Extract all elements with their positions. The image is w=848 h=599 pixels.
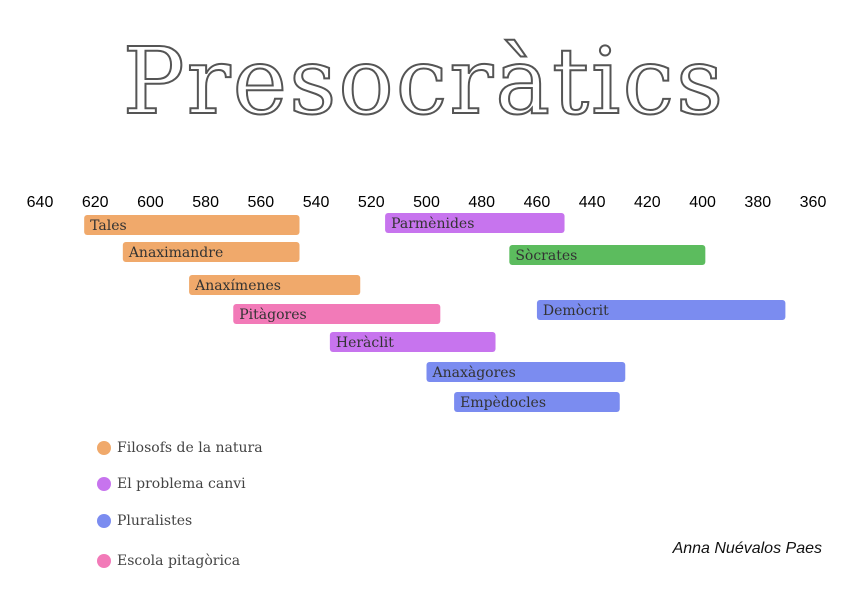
chart-title: Presocràtics	[122, 27, 726, 136]
legend-dot-natura-icon	[97, 441, 111, 455]
x-tick-label: 600	[137, 194, 164, 211]
legend-dot-pitagorica-icon	[97, 554, 111, 568]
x-tick-label: 540	[303, 194, 330, 211]
legend-item-natura: Filosofs de la natura	[97, 440, 263, 456]
bar-label: Sòcrates	[515, 248, 577, 264]
x-tick-label: 520	[358, 194, 385, 211]
legend-label: Pluralistes	[117, 513, 193, 529]
timeline-bar	[233, 304, 441, 324]
bar-label: Anaximandre	[128, 245, 223, 261]
x-tick-label: 620	[82, 194, 109, 211]
legend-item-pitagorica: Escola pitagòrica	[97, 553, 240, 569]
timeline-bar	[426, 362, 626, 382]
legend-item-canvi: El problema canvi	[97, 476, 246, 492]
x-tick-label: 360	[800, 194, 827, 211]
x-tick-label: 440	[579, 194, 606, 211]
bar-label: Anaxímenes	[194, 278, 281, 294]
bar-label: Parmènides	[391, 216, 474, 232]
x-tick-label: 560	[248, 194, 275, 211]
x-tick-label: 380	[744, 194, 771, 211]
timeline-bar	[329, 332, 496, 352]
x-tick-label: 480	[468, 194, 495, 211]
author-signature: Anna Nuévalos Paes	[672, 540, 822, 557]
bar-label: Anaxàgores	[432, 364, 516, 381]
timeline-bar	[536, 300, 786, 320]
x-tick-label: 580	[192, 194, 219, 211]
bar-label: Tales	[90, 218, 127, 234]
legend-label: El problema canvi	[117, 476, 246, 492]
legend-dot-pluralistes-icon	[97, 514, 111, 528]
x-tick-label: 460	[524, 194, 551, 211]
bar-label: Heràclit	[336, 334, 394, 351]
x-tick-label: 420	[634, 194, 661, 211]
timeline-bar	[189, 275, 361, 295]
legend-label: Escola pitagòrica	[117, 553, 241, 569]
timeline-bar	[385, 213, 565, 233]
bar-label: Pitàgores	[239, 306, 306, 323]
timeline-bar	[509, 245, 706, 265]
bar-label: Empèdocles	[460, 395, 546, 411]
legend-item-pluralistes: Pluralistes	[97, 513, 192, 529]
bar-label: Demòcrit	[543, 303, 609, 319]
x-tick-label: 640	[27, 194, 54, 211]
legend-dot-canvi-icon	[97, 477, 111, 491]
x-tick-label: 500	[413, 194, 440, 211]
x-tick-label: 400	[689, 194, 716, 211]
legend-label: Filosofs de la natura	[117, 440, 263, 456]
timeline-bar	[454, 392, 620, 412]
timeline-bar	[122, 242, 300, 262]
timeline-bar	[84, 215, 300, 235]
